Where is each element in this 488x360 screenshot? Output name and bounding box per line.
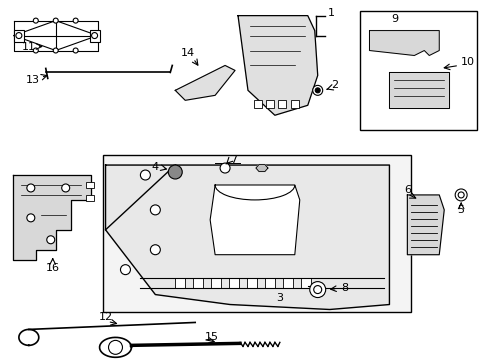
Bar	[89, 30, 100, 41]
Bar	[264, 278, 274, 288]
Circle shape	[457, 192, 463, 198]
Polygon shape	[238, 15, 317, 115]
Text: 6: 6	[403, 185, 410, 195]
Circle shape	[73, 18, 78, 23]
Circle shape	[33, 18, 38, 23]
Text: 11: 11	[22, 41, 36, 51]
Polygon shape	[255, 165, 267, 171]
Polygon shape	[175, 66, 235, 100]
Bar	[175, 278, 185, 288]
Text: 8: 8	[340, 283, 347, 293]
Bar	[211, 278, 221, 288]
Text: 3: 3	[276, 293, 283, 302]
Circle shape	[315, 88, 320, 93]
Text: 9: 9	[390, 14, 397, 24]
Text: 7: 7	[230, 155, 237, 165]
Circle shape	[454, 189, 466, 201]
Bar	[193, 278, 203, 288]
Circle shape	[168, 165, 182, 179]
Circle shape	[27, 214, 35, 222]
Polygon shape	[100, 337, 131, 357]
Bar	[290, 100, 298, 108]
Text: 1: 1	[327, 8, 334, 18]
Circle shape	[33, 48, 38, 53]
Polygon shape	[407, 195, 443, 255]
Bar	[102, 155, 410, 312]
Polygon shape	[13, 175, 90, 260]
Circle shape	[120, 265, 130, 275]
Circle shape	[53, 18, 58, 23]
Circle shape	[73, 48, 78, 53]
Bar	[277, 100, 285, 108]
Circle shape	[47, 236, 55, 244]
Circle shape	[220, 163, 229, 173]
Polygon shape	[105, 165, 388, 310]
Bar	[14, 30, 24, 41]
Polygon shape	[14, 21, 98, 50]
Circle shape	[150, 245, 160, 255]
Circle shape	[61, 184, 69, 192]
Bar	[282, 278, 292, 288]
Circle shape	[16, 32, 22, 39]
Circle shape	[312, 85, 322, 95]
Circle shape	[108, 340, 122, 354]
Bar	[246, 278, 256, 288]
Bar	[253, 100, 262, 108]
Circle shape	[91, 32, 98, 39]
Bar	[265, 100, 273, 108]
Bar	[85, 182, 93, 188]
Circle shape	[140, 170, 150, 180]
Circle shape	[313, 285, 321, 293]
Bar	[300, 278, 310, 288]
Bar	[228, 278, 239, 288]
Circle shape	[27, 184, 35, 192]
Text: 15: 15	[205, 332, 219, 342]
Circle shape	[53, 48, 58, 53]
Text: 12: 12	[98, 312, 112, 323]
Circle shape	[309, 282, 325, 298]
Text: 2: 2	[330, 80, 338, 90]
Text: 13: 13	[26, 75, 40, 85]
Text: 5: 5	[457, 205, 464, 215]
Polygon shape	[210, 185, 299, 255]
Polygon shape	[388, 72, 448, 108]
Text: 16: 16	[46, 263, 60, 273]
Text: 14: 14	[181, 49, 195, 58]
Bar	[85, 195, 93, 201]
Bar	[359, 11, 476, 130]
Circle shape	[150, 205, 160, 215]
Text: 4: 4	[151, 162, 159, 172]
Text: 10: 10	[460, 58, 474, 67]
Polygon shape	[369, 31, 438, 55]
